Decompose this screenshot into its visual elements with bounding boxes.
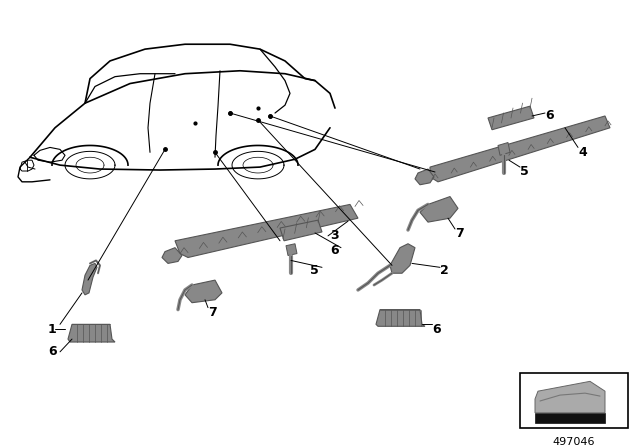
Text: 1: 1 [48, 323, 57, 336]
Polygon shape [498, 142, 510, 155]
Polygon shape [286, 244, 297, 255]
Text: 7: 7 [208, 306, 217, 319]
Polygon shape [82, 263, 97, 295]
Text: 5: 5 [310, 264, 319, 277]
Polygon shape [68, 324, 115, 342]
Text: 6: 6 [545, 109, 554, 122]
Text: 497046: 497046 [553, 437, 595, 448]
Polygon shape [162, 248, 182, 263]
Polygon shape [376, 310, 425, 326]
Polygon shape [175, 204, 358, 258]
Text: 4: 4 [578, 146, 587, 159]
Text: 5: 5 [520, 165, 529, 178]
Bar [520, 374, 628, 427]
Polygon shape [415, 169, 434, 185]
Polygon shape [488, 106, 534, 130]
Text: 6: 6 [432, 323, 440, 336]
Polygon shape [185, 280, 222, 303]
Text: 3: 3 [330, 229, 339, 242]
Text: 2: 2 [440, 264, 449, 277]
Polygon shape [420, 197, 458, 222]
Text: 6: 6 [330, 244, 339, 257]
Polygon shape [390, 244, 415, 273]
Polygon shape [280, 220, 322, 241]
Polygon shape [535, 413, 605, 422]
Polygon shape [430, 116, 610, 182]
Text: 6: 6 [48, 345, 56, 358]
Polygon shape [535, 381, 605, 413]
Text: 7: 7 [455, 228, 464, 241]
